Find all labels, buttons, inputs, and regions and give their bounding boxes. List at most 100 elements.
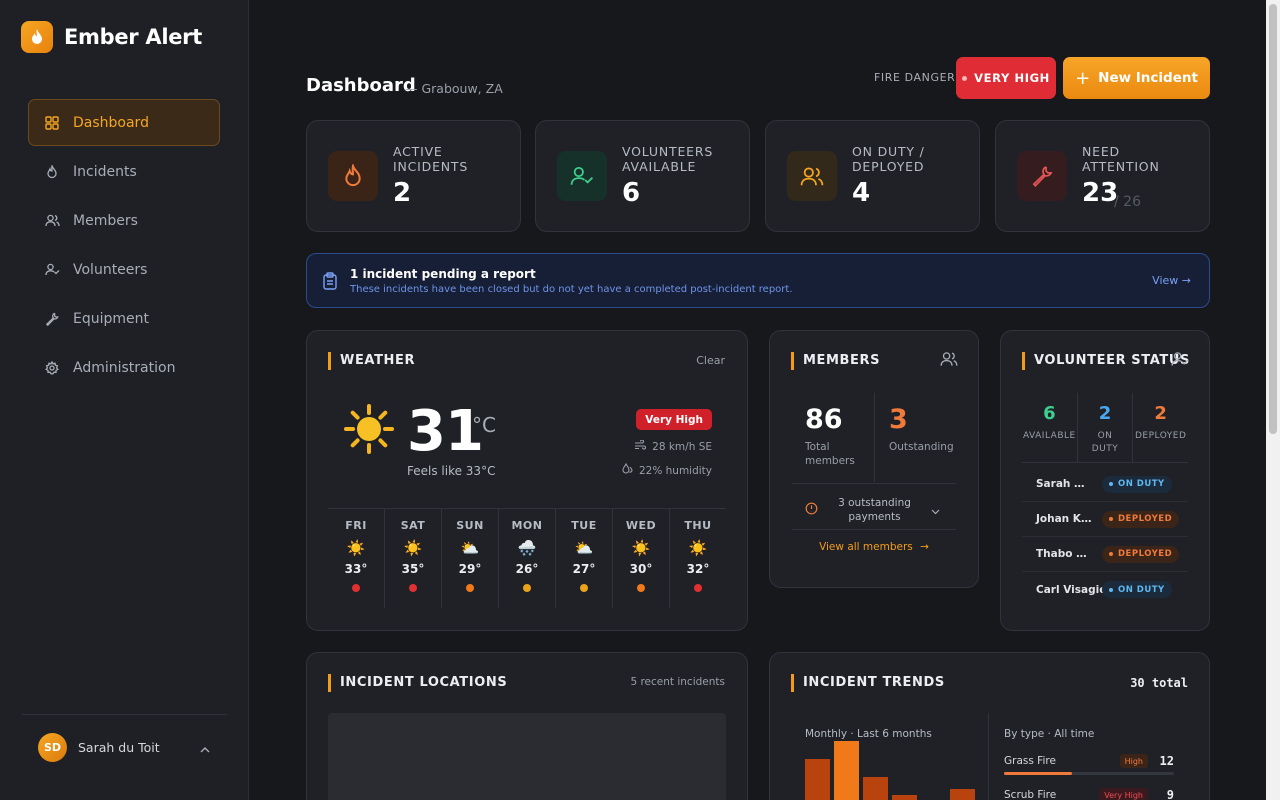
users-icon [940, 351, 958, 371]
user-check-icon [44, 262, 60, 278]
arrow-right-icon: → [920, 541, 929, 553]
user-menu[interactable]: SD Sarah du Toit [38, 733, 210, 762]
notice-title: 1 incident pending a report [350, 267, 536, 281]
divider [988, 713, 989, 800]
sidebar-item-label: Equipment [73, 310, 149, 327]
sidebar-item-dashboard[interactable]: Dashboard [28, 99, 220, 146]
stat-label: ON DUTY / DEPLOYED [852, 144, 925, 174]
status-text: DEPLOYED [1118, 549, 1173, 559]
monthly-bar [805, 759, 830, 800]
notice-view-link[interactable]: View → [1152, 274, 1191, 287]
stat-label: VOLUNTEERS AVAILABLE [622, 144, 714, 174]
sidebar-item-equipment[interactable]: Equipment [28, 295, 220, 342]
weather-icon: ☀️ [346, 539, 366, 557]
wind-icon [634, 439, 647, 453]
volunteer-row[interactable]: Sarah du Toit ON DUTY [1022, 467, 1188, 502]
weather-panel: WEATHER Clear 31 °C Feels like 33°C Very… [306, 330, 748, 631]
sidebar: Ember Alert Dashboard Incidents Members … [0, 0, 249, 800]
status-dot-icon [1109, 587, 1113, 592]
stat-card-active-incidents[interactable]: ACTIVE INCIDENTS 2 [306, 120, 521, 232]
danger-dot-icon [409, 584, 417, 592]
brand[interactable]: Ember Alert [21, 21, 202, 53]
volunteer-row[interactable]: Johan Kruger DEPLOYED [1022, 502, 1188, 537]
weather-unit: °C [472, 413, 496, 437]
avatar: SD [38, 733, 67, 762]
sun-icon [343, 403, 395, 459]
volunteer-row[interactable]: Carl Visagie ON DUTY [1022, 572, 1188, 607]
danger-dot-icon [523, 584, 531, 592]
danger-dot-icon [637, 584, 645, 592]
incident-type-count: 12 [1159, 754, 1174, 768]
volunteer-name: Johan Kruger [1036, 513, 1092, 525]
stat-total: / 26 [1114, 194, 1141, 210]
forecast-day-name: WED [625, 519, 657, 532]
wind-value: 28 km/h SE [652, 440, 712, 453]
chevron-up-icon[interactable] [200, 738, 210, 757]
status-dot-icon [1109, 482, 1113, 486]
status-dot-icon [1109, 552, 1113, 556]
stat-value: 6 [622, 178, 641, 208]
weather-icon: ⛅ [460, 539, 480, 557]
danger-dot-icon [466, 584, 474, 592]
forecast-day-name: THU [684, 519, 712, 532]
incident-locations-title: INCIDENT LOCATIONS [328, 674, 507, 692]
status-text: DEPLOYED [1118, 514, 1173, 524]
forecast-temp: 29° [458, 562, 482, 576]
stat-value: 23 [1082, 178, 1119, 208]
sidebar-item-volunteers[interactable]: Volunteers [28, 246, 220, 293]
forecast-day-name: FRI [345, 519, 367, 532]
incident-map[interactable] [328, 713, 726, 800]
incident-type-name: Grass Fire [1004, 755, 1056, 767]
grid-icon [44, 115, 60, 131]
forecast-day: MON 🌨️ 26° [499, 509, 556, 608]
sidebar-item-incidents[interactable]: Incidents [28, 148, 220, 195]
wrench-icon [1017, 151, 1067, 201]
scrollbar-thumb[interactable] [1269, 4, 1277, 434]
status-text: ON DUTY [1118, 479, 1165, 489]
view-all-members-link[interactable]: View all members → [770, 541, 978, 553]
forecast-day-name: SAT [400, 519, 426, 532]
user-name: Sarah du Toit [78, 740, 160, 755]
wrench-icon [44, 311, 60, 327]
alert-circle-icon [805, 500, 818, 519]
stat-card-need-attention[interactable]: NEED ATTENTION 23 / 26 [995, 120, 1210, 232]
forecast-day-name: MON [511, 519, 543, 532]
forecast-temp: 27° [572, 562, 596, 576]
stat-card-on-duty[interactable]: ON DUTY / DEPLOYED 4 [765, 120, 980, 232]
outstanding-payments-toggle[interactable]: 3 outstanding payments [792, 491, 956, 528]
outstanding-payments-text: 3 outstanding payments [838, 496, 911, 523]
chevron-down-icon [931, 500, 940, 519]
incident-locations-panel: INCIDENT LOCATIONS 5 recent incidents [306, 652, 748, 800]
monthly-bar [863, 777, 888, 800]
members-total: 86 [805, 404, 843, 435]
forecast-temp: 26° [515, 562, 539, 576]
forecast-day-name: TUE [571, 519, 597, 532]
flame-icon [44, 164, 60, 180]
incident-trends-title: INCIDENT TRENDS [791, 674, 945, 692]
flame-icon [328, 151, 378, 201]
volunteer-stat-deployed: 2 DEPLOYED [1133, 393, 1188, 462]
incident-trends-total: 30 total [1130, 676, 1188, 690]
fire-danger-badge: VERY HIGH [956, 57, 1056, 99]
divider [792, 483, 956, 484]
page-scrollbar[interactable] [1266, 0, 1280, 800]
volunteer-stat-label: ON DUTY [1091, 431, 1119, 454]
sidebar-item-members[interactable]: Members [28, 197, 220, 244]
incident-locations-count: 5 recent incidents [630, 676, 725, 688]
new-incident-button[interactable]: + New Incident [1063, 57, 1210, 99]
volunteer-stat-label: DEPLOYED [1134, 431, 1187, 441]
stat-card-volunteers-available[interactable]: VOLUNTEERS AVAILABLE 6 [535, 120, 750, 232]
weather-icon: 🌨️ [517, 539, 537, 557]
view-all-members-label: View all members [819, 541, 913, 553]
sidebar-item-administration[interactable]: Administration [28, 344, 220, 391]
sidebar-item-label: Members [73, 212, 138, 229]
sidebar-item-label: Administration [73, 359, 176, 376]
weather-wind: 28 km/h SE [634, 439, 712, 453]
weather-icon: ⛅ [574, 539, 594, 557]
sidebar-divider [22, 714, 227, 715]
droplet-icon [622, 462, 633, 478]
volunteer-row[interactable]: Thabo Nkosi DEPLOYED [1022, 537, 1188, 572]
stat-label: ACTIVE INCIDENTS [393, 144, 469, 174]
sidebar-nav: Dashboard Incidents Members Volunteers E… [28, 99, 220, 393]
incident-type-bar-fill [1004, 772, 1072, 775]
